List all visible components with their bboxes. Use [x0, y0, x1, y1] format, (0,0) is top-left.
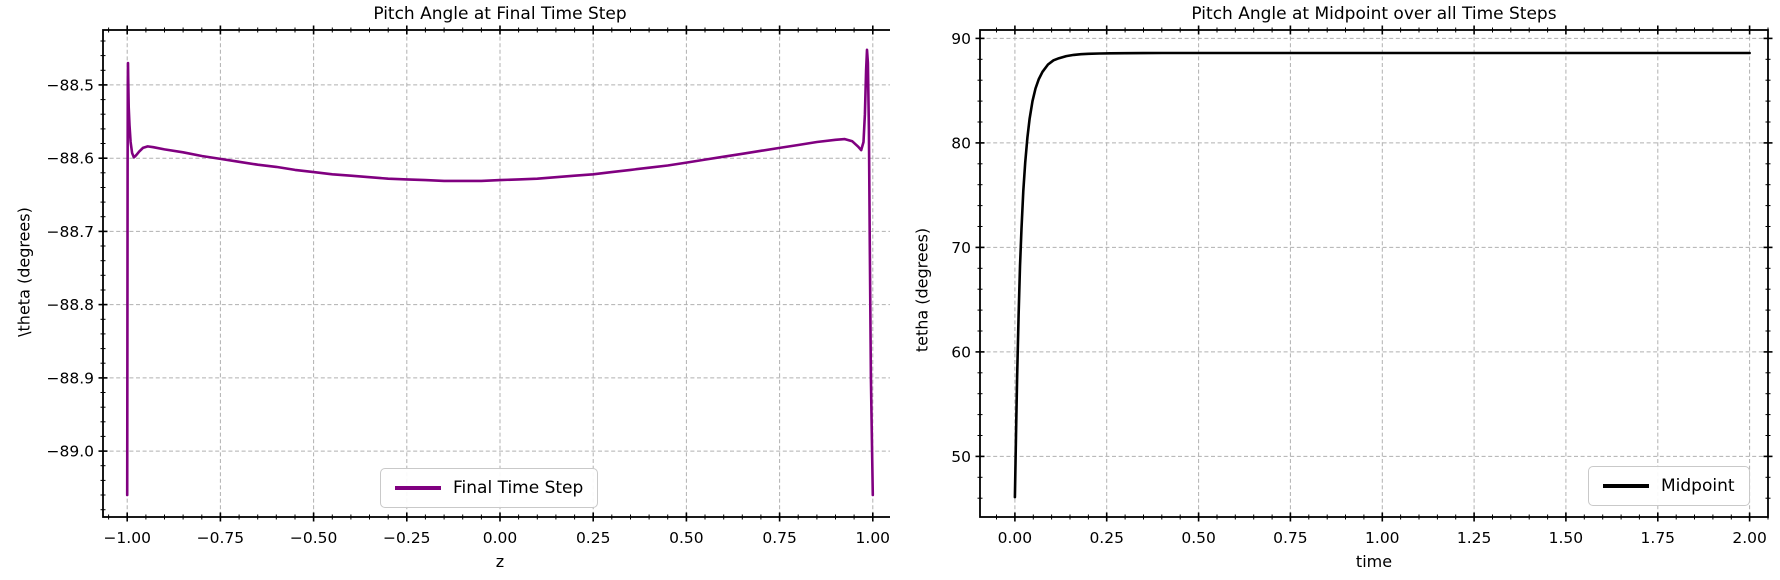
- svg-text:1.00: 1.00: [1365, 529, 1400, 547]
- svg-text:−88.9: −88.9: [47, 369, 95, 387]
- svg-text:0.75: 0.75: [762, 529, 797, 547]
- chart-title: Pitch Angle at Midpoint over all Time St…: [1191, 4, 1557, 24]
- svg-text:0.50: 0.50: [669, 529, 704, 547]
- svg-text:90: 90: [951, 30, 971, 48]
- svg-text:0.75: 0.75: [1273, 529, 1308, 547]
- subplot-pitch-angle-final-time-step: −1.00 −0.75 −0.50 −0.25 0.00 0.25 0.50 0.75 1.00…: [14, 4, 890, 571]
- svg-text:−88.8: −88.8: [47, 296, 95, 314]
- legend-line-sample: [1603, 484, 1649, 488]
- svg-text:0.25: 0.25: [1089, 529, 1124, 547]
- svg-text:2.00: 2.00: [1732, 529, 1767, 547]
- legend: Midpoint: [1588, 466, 1750, 506]
- svg-text:−0.75: −0.75: [197, 529, 245, 547]
- svg-text:−0.50: −0.50: [290, 529, 338, 547]
- svg-text:0.00: 0.00: [998, 529, 1033, 547]
- svg-text:−89.0: −89.0: [47, 443, 95, 461]
- svg-text:1.00: 1.00: [856, 529, 890, 547]
- svg-text:0.00: 0.00: [483, 529, 518, 547]
- svg-text:1.25: 1.25: [1457, 529, 1492, 547]
- svg-text:60: 60: [951, 343, 971, 361]
- svg-text:−88.5: −88.5: [47, 76, 95, 94]
- x-axis-label: time: [1355, 552, 1393, 571]
- legend: Final Time Step: [380, 468, 599, 508]
- plot-area-midpoint: 0.00 0.25 0.50 0.75 1.00 1.25 1.50 1.75 2.00 50 60…: [951, 25, 1773, 547]
- svg-text:−88.7: −88.7: [47, 223, 95, 241]
- svg-text:0.50: 0.50: [1181, 529, 1216, 547]
- svg-text:70: 70: [951, 239, 971, 257]
- x-axis-label: z: [495, 552, 505, 571]
- svg-text:80: 80: [951, 134, 971, 152]
- legend-label: Final Time Step: [453, 478, 584, 498]
- svg-text:−0.25: −0.25: [383, 529, 431, 547]
- svg-text:−88.6: −88.6: [47, 150, 95, 168]
- svg-text:1.75: 1.75: [1641, 529, 1676, 547]
- legend-label: Midpoint: [1661, 476, 1735, 496]
- y-axis-label: \theta (degrees): [14, 207, 34, 337]
- svg-text:−1.00: −1.00: [103, 529, 151, 547]
- subplot-pitch-angle-midpoint: 0.00 0.25 0.50 0.75 1.00 1.25 1.50 1.75 2.00 50 60…: [890, 0, 1780, 580]
- legend-line-sample: [395, 486, 441, 490]
- svg-text:0.25: 0.25: [576, 529, 611, 547]
- plot-area-final-time-step: −1.00 −0.75 −0.50 −0.25 0.00 0.25 0.50 0.75 1.00…: [47, 25, 890, 547]
- y-axis-label: tetha (degrees): [912, 227, 932, 353]
- svg-text:1.50: 1.50: [1549, 529, 1584, 547]
- svg-text:50: 50: [951, 448, 971, 466]
- chart-title: Pitch Angle at Final Time Step: [373, 4, 627, 24]
